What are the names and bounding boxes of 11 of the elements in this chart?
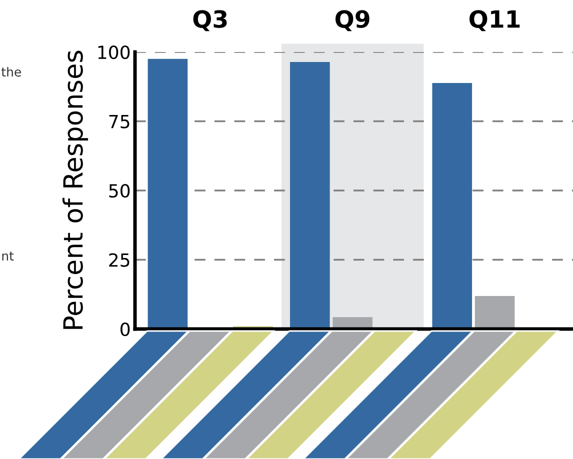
- text: the: [1, 66, 21, 77]
- y-tick-label: 25: [109, 253, 130, 267]
- y-tick-label: 0: [120, 322, 130, 336]
- x-tick-label: Q3: [193, 10, 227, 32]
- y-tick-label: 75: [109, 114, 130, 128]
- y-tick-label: 50: [109, 184, 130, 198]
- y-tick-label: 100: [98, 45, 130, 60]
- x-tick-label: Q11: [470, 10, 520, 32]
- text: nt: [2, 252, 14, 260]
- y-axis-title: Percent of Responses: [62, 50, 88, 329]
- x-tick-label: Q9: [336, 10, 370, 32]
